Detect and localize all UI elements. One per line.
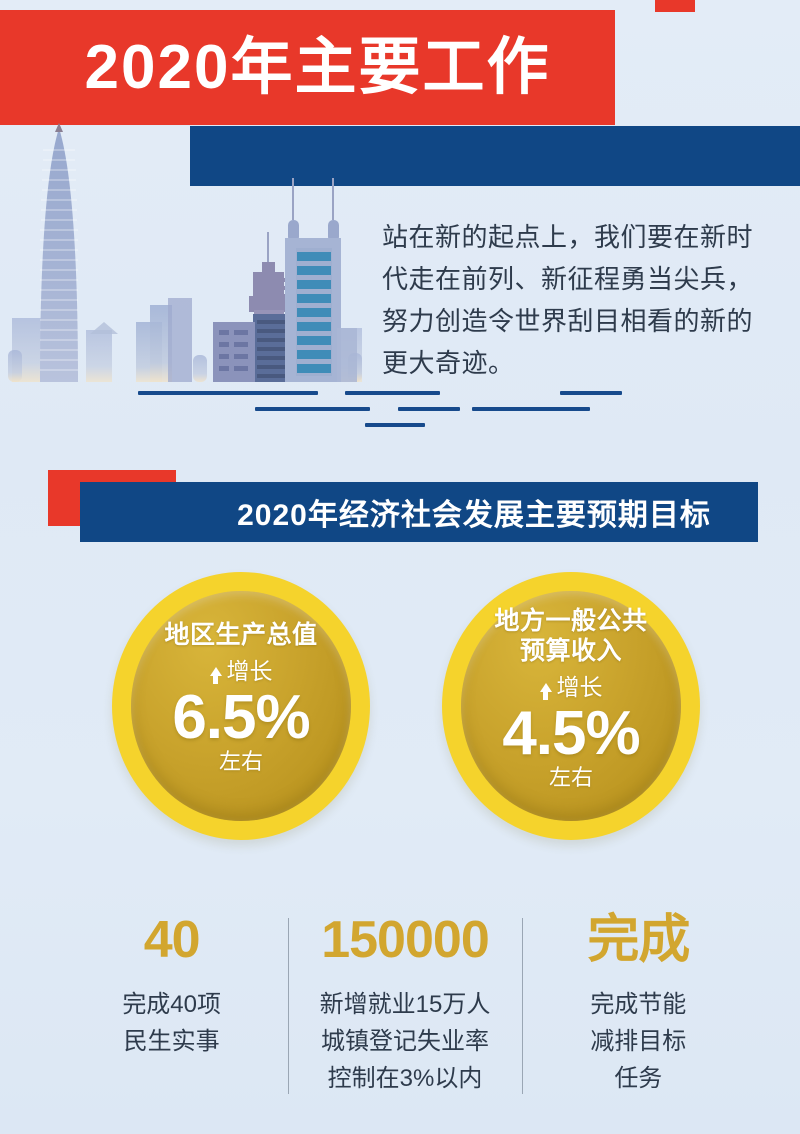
stat-description: 完成节能 减排目标 任务 <box>590 986 686 1098</box>
coin-title: 地区生产总值 <box>164 621 318 649</box>
stat-number: 40 <box>143 911 201 969</box>
arrow-up-icon <box>539 683 552 700</box>
page-title: 2020年主要工作 <box>84 32 551 102</box>
stat-line-1: 完成40项 <box>122 991 222 1018</box>
section-banner: 2020年经济社会发展主要预期目标 <box>48 470 758 542</box>
coin-growth-label: 增长 <box>556 674 603 700</box>
coin-suffix: 左右 <box>218 749 263 774</box>
decor-line <box>345 391 440 395</box>
city-skyline-illustration <box>8 123 362 382</box>
decor-line <box>560 391 622 395</box>
section-banner-title: 2020年经济社会发展主要预期目标 <box>237 499 711 532</box>
header-red-band: 2020年主要工作 <box>0 10 615 125</box>
coin-growth-row: 增长 <box>539 674 603 700</box>
arrow-up-icon <box>209 667 222 684</box>
decor-line <box>365 423 425 427</box>
coin-value: 6.5% <box>172 683 310 752</box>
skyline-main-tower <box>40 123 78 382</box>
skyline-apartment-block <box>213 322 255 382</box>
banner-blue-bar <box>80 482 758 542</box>
stat-line-1: 完成节能 <box>590 991 687 1018</box>
stat-number: 150000 <box>321 911 490 969</box>
decor-line <box>138 391 318 395</box>
stat-line-2: 城镇登记失业率 <box>320 1028 489 1056</box>
intro-quote-text: 站在新的起点上，我们要在新时代走在前列、新征程勇当尖兵，努力创造令世界刮目相看的… <box>382 222 754 379</box>
stat-column-employment: 150000 新增就业15万人 城镇登记失业率 控制在3%以内 <box>288 900 521 1110</box>
stat-line-2: 民生实事 <box>123 1028 220 1056</box>
coin-content: 地区生产总值 增长 6.5% 左右 <box>112 572 370 840</box>
coin-content: 地方一般公共 预算收入 增长 4.5% 左右 <box>442 572 700 840</box>
coin-title-line-1: 地方一般公共 <box>494 607 648 635</box>
coin-suffix: 左右 <box>548 765 593 790</box>
stat-line-3: 任务 <box>614 1065 663 1093</box>
stat-line-2: 减排目标 <box>590 1028 687 1056</box>
bottom-stats-row: 40 完成40项 民生实事 150000 新增就业15万人 城镇登记失业率 控制… <box>55 900 755 1110</box>
coin-face <box>461 590 681 822</box>
header-red-accent-chip <box>655 0 695 12</box>
header-blue-block <box>190 126 800 186</box>
decor-line <box>255 407 370 411</box>
stat-column-energy: 完成 完成节能 减排目标 任务 <box>521 900 755 1110</box>
stat-column-livelihood: 40 完成40项 民生实事 <box>55 900 288 1110</box>
stat-description: 完成40项 民生实事 <box>122 986 221 1060</box>
coin-gdp: 地区生产总值 增长 6.5% 左右 <box>112 572 370 840</box>
stat-number: 完成 <box>587 911 690 969</box>
coin-title-line-2: 预算收入 <box>519 637 622 665</box>
decorative-line-group <box>0 385 800 445</box>
decor-line <box>472 407 590 411</box>
skyline-teal-tower <box>285 178 357 382</box>
stat-description: 新增就业15万人 城镇登记失业率 控制在3%以内 <box>320 986 491 1098</box>
coin-metrics-group: 地区生产总值 增长 6.5% 左右 地方一般公共 预算收入 增长 4.5 <box>0 570 800 850</box>
decor-line <box>398 407 460 411</box>
coin-face <box>131 590 351 822</box>
stat-line-1: 新增就业15万人 <box>319 991 491 1018</box>
stat-line-3: 控制在3%以内 <box>327 1065 483 1093</box>
coin-value: 4.5% <box>502 699 640 768</box>
coin-growth-label: 增长 <box>226 658 273 684</box>
coin-fiscal-revenue: 地方一般公共 预算收入 增长 4.5% 左右 <box>442 572 700 840</box>
coin-growth-row: 增长 <box>209 658 273 684</box>
